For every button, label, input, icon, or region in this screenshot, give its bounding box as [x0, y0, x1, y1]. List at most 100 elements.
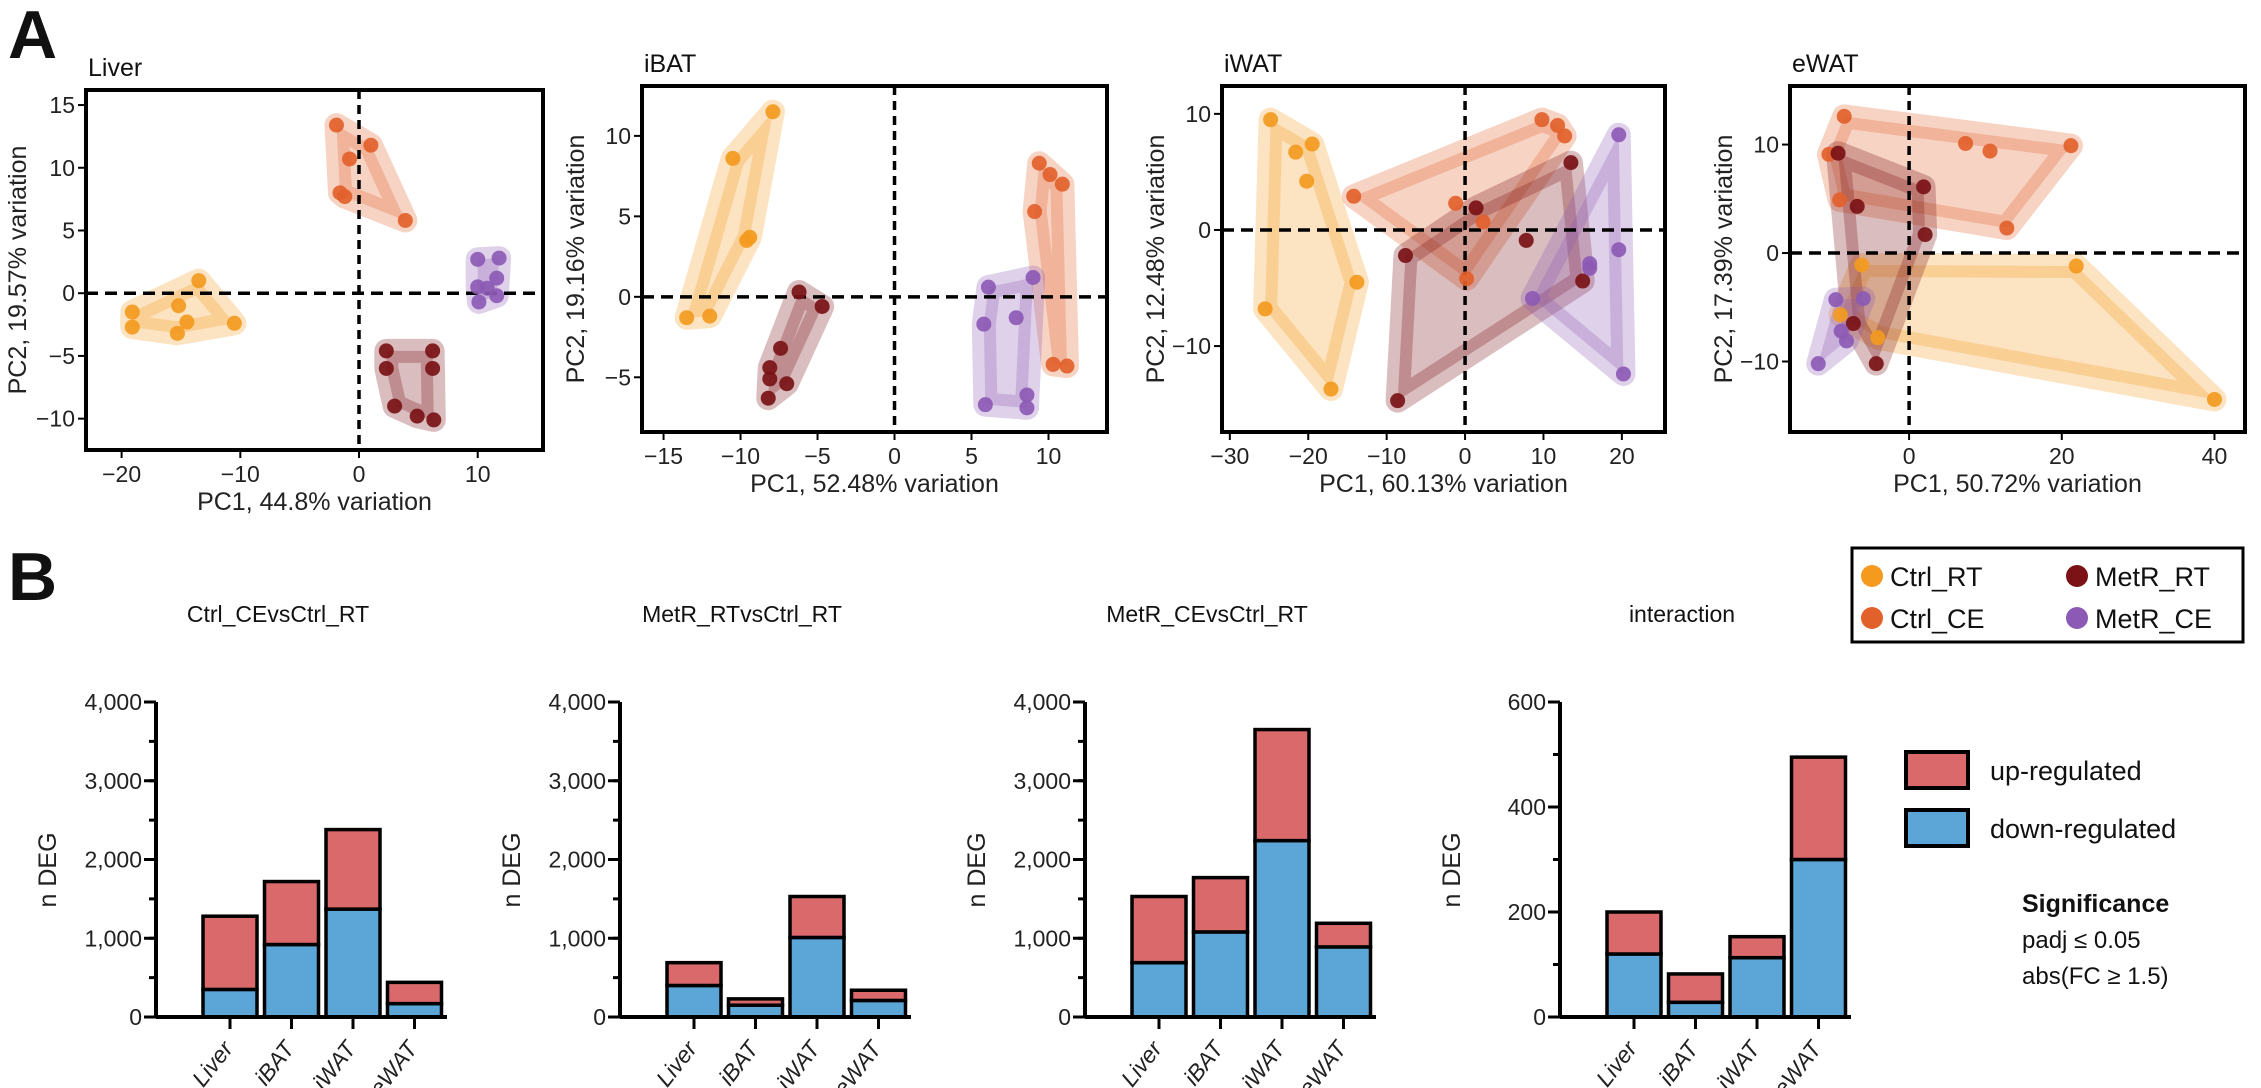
- x-tick-label: −20: [102, 461, 141, 487]
- y-axis-title: n DEG: [963, 832, 991, 907]
- point-MetR_CE: [470, 251, 486, 267]
- point-Ctrl_RT: [1288, 144, 1304, 160]
- y-axis-title: PC2, 19.16% variation: [562, 135, 590, 384]
- y-tick-label: 0: [1766, 240, 1779, 266]
- y-axis-title: PC2, 12.48% variation: [1142, 135, 1170, 384]
- x-tick-label: −10: [1367, 443, 1406, 469]
- point-Ctrl_RT: [124, 319, 140, 335]
- y-tick-label: 0: [593, 1004, 606, 1030]
- x-tick-label: −5: [804, 443, 830, 469]
- point-Ctrl_RT: [1263, 112, 1279, 128]
- hull-Ctrl_RT: [674, 99, 785, 330]
- legend-label: Ctrl_RT: [1890, 562, 1983, 592]
- y-axis-title: n DEG: [34, 832, 62, 907]
- hull-Ctrl_CE: [1022, 151, 1079, 379]
- x-tick-label: 0: [353, 461, 366, 487]
- point-Ctrl_RT: [1349, 274, 1365, 290]
- category-label: Liver: [187, 1035, 239, 1088]
- legend-marker-MetR_CE: [2066, 607, 2088, 629]
- bar-legend: up-regulated down-regulated: [1904, 750, 2176, 848]
- bar-up-iWAT: [324, 827, 382, 911]
- plot-frame: [84, 88, 545, 452]
- category-label: iWAT: [1711, 1035, 1766, 1088]
- point-MetR_RT: [1468, 200, 1484, 216]
- bar-up-Liver: [201, 914, 259, 992]
- point-MetR_RT: [378, 343, 394, 359]
- category-label: eWAT: [1293, 1035, 1353, 1088]
- x-tick-label: 10: [1531, 443, 1557, 469]
- point-Ctrl_RT: [226, 315, 242, 331]
- point-MetR_CE: [1019, 387, 1035, 403]
- y-tick-label: 2,000: [1013, 847, 1071, 873]
- bar-down-Liver: [1130, 960, 1188, 1019]
- y-tick-label: 4,000: [548, 689, 606, 715]
- category-label: iBAT: [1178, 1035, 1229, 1088]
- point-Ctrl_RT: [1323, 381, 1339, 397]
- x-tick-label: −30: [1210, 443, 1249, 469]
- y-axis-title: n DEG: [498, 832, 526, 907]
- point-MetR_CE: [479, 280, 495, 296]
- point-MetR_CE: [1828, 292, 1844, 308]
- legend-frame: [1850, 546, 2245, 644]
- point-MetR_RT: [1563, 155, 1579, 171]
- y-tick-label: 5: [618, 203, 631, 229]
- x-tick-label: 0: [1903, 443, 1916, 469]
- y-tick-label: 0: [62, 280, 75, 306]
- x-tick-label: 20: [2049, 443, 2075, 469]
- point-Ctrl_CE: [2063, 138, 2079, 154]
- bar-up-iBAT: [1666, 972, 1725, 1005]
- y-tick-label: −5: [605, 364, 631, 390]
- y-tick-label: −5: [49, 343, 75, 369]
- x-tick-label: −10: [721, 443, 760, 469]
- bar-down-iWAT: [324, 907, 382, 1019]
- point-MetR_RT: [791, 284, 807, 300]
- point-MetR_CE: [471, 294, 487, 310]
- category-label: iBAT: [713, 1035, 764, 1088]
- point-MetR_CE: [1615, 366, 1631, 382]
- point-MetR_CE: [1019, 400, 1035, 416]
- point-Ctrl_CE: [328, 117, 344, 133]
- bar-up-eWAT: [849, 988, 908, 1003]
- point-Ctrl_RT: [2206, 391, 2222, 407]
- point-MetR_CE: [1524, 290, 1540, 306]
- point-MetR_RT: [1390, 393, 1406, 409]
- point-MetR_RT: [378, 360, 394, 376]
- y-tick-label: −10: [1172, 333, 1211, 359]
- point-MetR_RT: [773, 340, 789, 356]
- point-Ctrl_CE: [337, 189, 353, 205]
- bar-down-Liver: [201, 987, 259, 1019]
- point-Ctrl_RT: [169, 325, 185, 341]
- y-axis-title: PC2, 17.39% variation: [1710, 135, 1738, 384]
- x-axis-title: PC1, 50.72% variation: [1893, 470, 2142, 498]
- point-Ctrl_RT: [171, 298, 187, 314]
- x-tick-label: 0: [1459, 443, 1472, 469]
- plot-frame: [1220, 84, 1667, 434]
- bar-down-iBAT: [1191, 930, 1250, 1019]
- point-MetR_CE: [976, 316, 992, 332]
- point-MetR_RT: [409, 408, 425, 424]
- bar-up-eWAT: [1789, 755, 1848, 862]
- point-MetR_RT: [1397, 248, 1413, 264]
- panel-label-a: A: [8, 0, 57, 73]
- bar-chart-title: interaction: [1629, 601, 1735, 627]
- bar-up-Liver: [1605, 910, 1663, 956]
- point-Ctrl_CE: [1459, 271, 1475, 287]
- point-Ctrl_RT: [679, 310, 695, 326]
- bar-up-iWAT: [1253, 727, 1311, 843]
- point-Ctrl_CE: [342, 151, 358, 167]
- group-hulls: [120, 113, 512, 432]
- y-tick-label: 10: [605, 123, 631, 149]
- bar-up-iBAT: [1191, 875, 1250, 934]
- point-Ctrl_RT: [1304, 136, 1320, 152]
- bar-down-iWAT: [1253, 838, 1311, 1019]
- x-axis-title: PC1, 44.8% variation: [197, 488, 432, 516]
- pca-plot-3: eWAT 0 20 40 −10 0 10 PC1, 50.72% variation PC2,…: [1710, 50, 2247, 498]
- point-Ctrl_RT: [1854, 257, 1870, 273]
- bar-down-Liver: [1605, 952, 1663, 1019]
- point-Ctrl_RT: [1832, 307, 1848, 323]
- point-MetR_RT: [1518, 232, 1534, 248]
- point-Ctrl_CE: [1534, 112, 1550, 128]
- plot-title: iBAT: [644, 50, 696, 78]
